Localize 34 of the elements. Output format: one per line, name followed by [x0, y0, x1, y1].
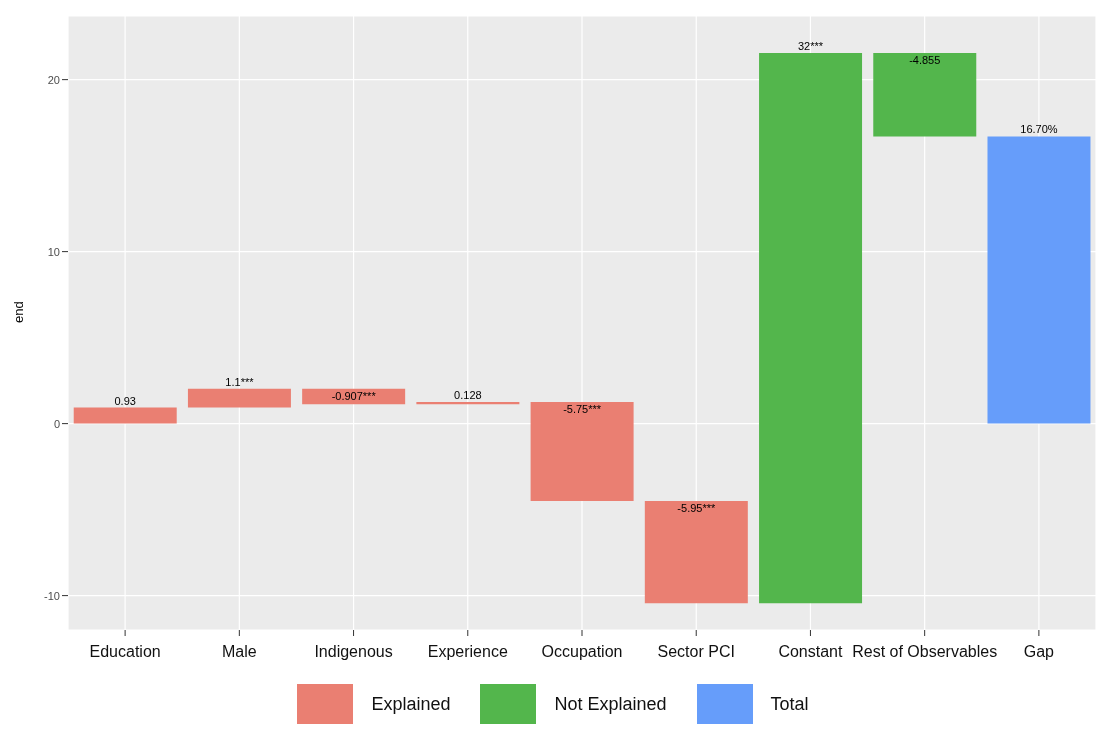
x-tick-label: Gap — [1023, 643, 1055, 661]
y-tick-label: 0 — [53, 417, 60, 430]
data-label: -0.907*** — [331, 389, 377, 402]
y-tick-label: 20 — [47, 73, 60, 86]
y-tick-label: 10 — [47, 245, 60, 258]
data-label: 1.1*** — [225, 375, 255, 388]
data-label: -5.75*** — [563, 403, 602, 416]
data-label: 0.128 — [454, 389, 482, 402]
bar — [187, 388, 291, 408]
x-tick-label: Rest of Observables — [852, 643, 998, 661]
bar — [416, 402, 520, 405]
bar — [873, 52, 977, 137]
x-tick-label: Sector PCI — [657, 643, 735, 661]
bar — [644, 500, 748, 604]
bar — [530, 402, 634, 501]
data-label: 0.93 — [114, 394, 136, 407]
x-tick-label: Experience — [427, 643, 508, 661]
legend-label: Explained — [371, 693, 451, 715]
x-tick-label: Occupation — [541, 643, 623, 661]
x-tick-label: Indigenous — [314, 643, 393, 661]
data-label: 32*** — [798, 39, 824, 52]
data-label: -4.855 — [909, 53, 941, 66]
data-label: -5.95*** — [677, 501, 716, 514]
legend-label: Not Explained — [554, 693, 667, 715]
y-tick-label: -10 — [44, 589, 60, 602]
bar — [73, 407, 177, 424]
x-tick-label: Male — [221, 643, 257, 661]
data-label: 16.70% — [1020, 123, 1058, 136]
legend-label: Total — [770, 693, 809, 715]
y-axis-title: end — [10, 301, 26, 323]
bar — [987, 136, 1091, 424]
x-tick-label: Education — [89, 643, 161, 661]
bar — [759, 52, 863, 604]
x-tick-label: Constant — [778, 643, 844, 661]
